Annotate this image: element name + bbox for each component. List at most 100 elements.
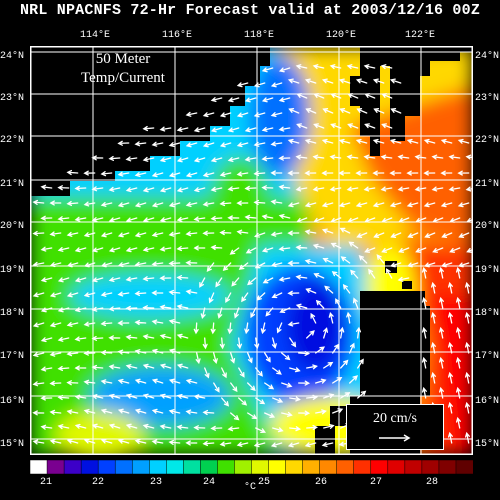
current-arrow xyxy=(330,242,342,249)
current-arrow xyxy=(455,416,461,429)
current-arrow xyxy=(250,307,257,319)
current-arrow xyxy=(168,289,181,295)
current-arrow xyxy=(151,202,164,208)
current-arrow xyxy=(355,170,368,176)
panel-label: 50 Meter Temp/Current xyxy=(47,50,199,88)
current-arrow xyxy=(270,262,283,268)
current-arrow xyxy=(332,376,343,384)
current-arrow xyxy=(108,186,121,192)
current-arrow xyxy=(457,262,470,268)
temperature-current-map[interactable] xyxy=(30,46,473,455)
current-arrow xyxy=(340,256,351,264)
current-arrow xyxy=(40,184,53,190)
current-arrow xyxy=(278,246,291,252)
current-arrow xyxy=(464,401,470,414)
current-arrow xyxy=(117,320,130,326)
current-arrow xyxy=(271,337,277,350)
current-arrow xyxy=(231,277,240,287)
current-arrow xyxy=(355,202,368,208)
current-arrow xyxy=(227,157,240,163)
colorbar-segment xyxy=(63,460,82,474)
current-arrow xyxy=(288,108,300,114)
current-arrow xyxy=(125,217,138,223)
current-arrow xyxy=(414,186,427,192)
current-arrow xyxy=(312,64,325,70)
current-arrow xyxy=(440,138,453,144)
colorbar-segment xyxy=(183,460,201,474)
lat-label-23-left: 23°N xyxy=(0,93,25,104)
current-arrow xyxy=(32,322,45,328)
current-arrow xyxy=(142,125,155,132)
current-arrow xyxy=(134,261,147,267)
current-arrow xyxy=(49,439,62,445)
current-arrow xyxy=(185,378,198,384)
current-arrow xyxy=(423,202,436,208)
current-arrow xyxy=(278,67,291,73)
current-arrow xyxy=(83,232,96,238)
current-arrow xyxy=(159,157,172,163)
current-arrow xyxy=(159,393,172,399)
current-arrow xyxy=(49,231,62,237)
current-arrow xyxy=(323,423,335,429)
current-arrow xyxy=(74,423,87,429)
current-arrow xyxy=(305,108,317,114)
current-arrow xyxy=(440,262,453,268)
current-arrow xyxy=(355,138,368,144)
current-arrow xyxy=(287,202,300,208)
current-arrow xyxy=(100,171,113,177)
current-arrow xyxy=(253,141,266,147)
current-arrow xyxy=(281,382,293,388)
current-arrow xyxy=(261,97,274,103)
current-arrow xyxy=(315,346,326,354)
current-arrow xyxy=(335,298,342,309)
current-arrow xyxy=(49,200,62,206)
current-arrow xyxy=(455,386,461,399)
current-arrow xyxy=(185,172,198,178)
current-arrow xyxy=(356,232,368,238)
current-arrow xyxy=(176,393,189,399)
current-arrow xyxy=(381,123,393,129)
current-arrow xyxy=(430,341,436,354)
current-arrow xyxy=(338,202,351,208)
current-arrow xyxy=(49,322,62,328)
colorbar-segment xyxy=(114,460,133,474)
current-arrow xyxy=(247,412,258,420)
current-arrow xyxy=(151,319,164,325)
colorbar-tick-21: 21 xyxy=(40,477,53,488)
current-arrow xyxy=(313,272,325,279)
current-arrow xyxy=(449,217,461,223)
current-arrow xyxy=(142,423,155,429)
colorbar-segment xyxy=(80,460,99,474)
current-arrow xyxy=(134,202,147,208)
lon-label-122: 122°E xyxy=(405,30,436,41)
current-arrow xyxy=(83,201,96,207)
current-arrow xyxy=(134,349,147,355)
current-arrow xyxy=(32,199,45,205)
map-title: NRL NPACNFS 72-Hr Forecast valid at 2003… xyxy=(19,2,481,19)
current-arrow xyxy=(440,170,453,176)
current-arrow xyxy=(347,93,359,99)
current-arrow xyxy=(193,322,199,335)
current-arrow xyxy=(346,186,359,192)
current-arrow xyxy=(440,202,453,208)
current-arrow xyxy=(296,217,308,223)
current-arrow xyxy=(202,337,208,350)
current-arrow xyxy=(66,409,79,415)
current-arrow xyxy=(49,409,62,415)
current-arrow xyxy=(151,232,164,238)
lat-label-17-left: 17°N xyxy=(0,351,25,362)
current-arrow xyxy=(287,78,300,84)
current-arrow xyxy=(200,307,206,319)
current-arrow xyxy=(306,424,319,431)
current-arrow xyxy=(289,396,301,402)
current-arrow xyxy=(108,217,121,223)
lat-label-15-left: 15°N xyxy=(0,439,25,450)
current-arrow xyxy=(83,379,96,385)
current-arrow xyxy=(355,78,368,84)
current-arrow xyxy=(202,201,215,207)
lat-label-21-left: 21°N xyxy=(0,179,25,190)
current-arrow xyxy=(142,217,155,223)
current-arrow xyxy=(91,217,104,223)
current-arrow xyxy=(270,231,283,237)
lat-label-18-right: 18°N xyxy=(475,308,500,319)
